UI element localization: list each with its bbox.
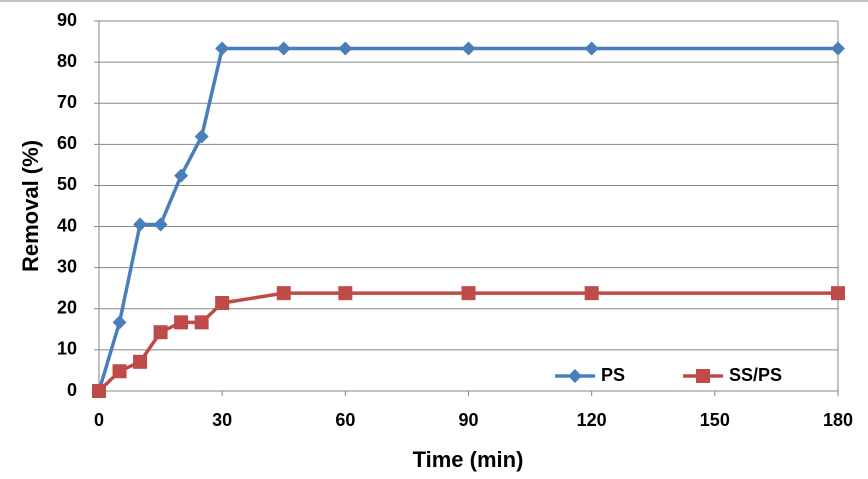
data-point <box>338 41 353 56</box>
data-point <box>215 296 230 311</box>
series-line <box>97 291 838 393</box>
x-tick-label: 60 <box>335 410 355 430</box>
data-point <box>174 315 189 330</box>
x-tick-label: 120 <box>577 410 607 430</box>
data-point <box>584 41 599 56</box>
data-point <box>112 364 127 379</box>
legend-marker <box>568 369 582 383</box>
data-point <box>461 286 476 301</box>
data-point <box>112 315 127 330</box>
y-tick-label: 70 <box>57 92 77 112</box>
series-line <box>97 46 838 392</box>
y-tick-label: 40 <box>57 215 77 235</box>
x-tick-label: 150 <box>700 410 730 430</box>
y-tick-label: 20 <box>57 298 77 318</box>
data-point <box>92 384 106 398</box>
data-point <box>276 286 291 301</box>
data-point <box>338 286 353 301</box>
x-tick-label: 0 <box>94 410 104 430</box>
x-tick-label: 30 <box>212 410 232 430</box>
x-tick-label: 90 <box>458 410 478 430</box>
data-point <box>174 168 189 183</box>
data-point <box>584 286 599 301</box>
x-axis-label: Time (min) <box>413 447 524 472</box>
y-axis-label: Removal (%) <box>18 140 43 272</box>
data-point <box>133 354 148 369</box>
y-tick-label: 90 <box>57 10 77 30</box>
y-tick-label: 60 <box>57 133 77 153</box>
y-tick-label: 50 <box>57 174 77 194</box>
legend-marker <box>696 369 710 383</box>
data-point <box>831 286 845 301</box>
x-tick-label: 180 <box>823 410 853 430</box>
data-point <box>461 41 476 56</box>
data-point <box>831 41 845 56</box>
legend-label: PS <box>601 365 625 385</box>
data-point <box>153 325 168 340</box>
data-point <box>194 129 209 144</box>
y-tick-label: 80 <box>57 51 77 71</box>
data-point <box>153 217 168 232</box>
data-point <box>133 217 148 232</box>
data-point <box>194 315 209 330</box>
y-tick-label: 30 <box>57 256 77 276</box>
legend-label: SS/PS <box>729 365 782 385</box>
data-point <box>215 41 230 56</box>
data-point <box>276 41 291 56</box>
y-tick-label: 0 <box>67 380 77 400</box>
y-tick-label: 10 <box>57 339 77 359</box>
